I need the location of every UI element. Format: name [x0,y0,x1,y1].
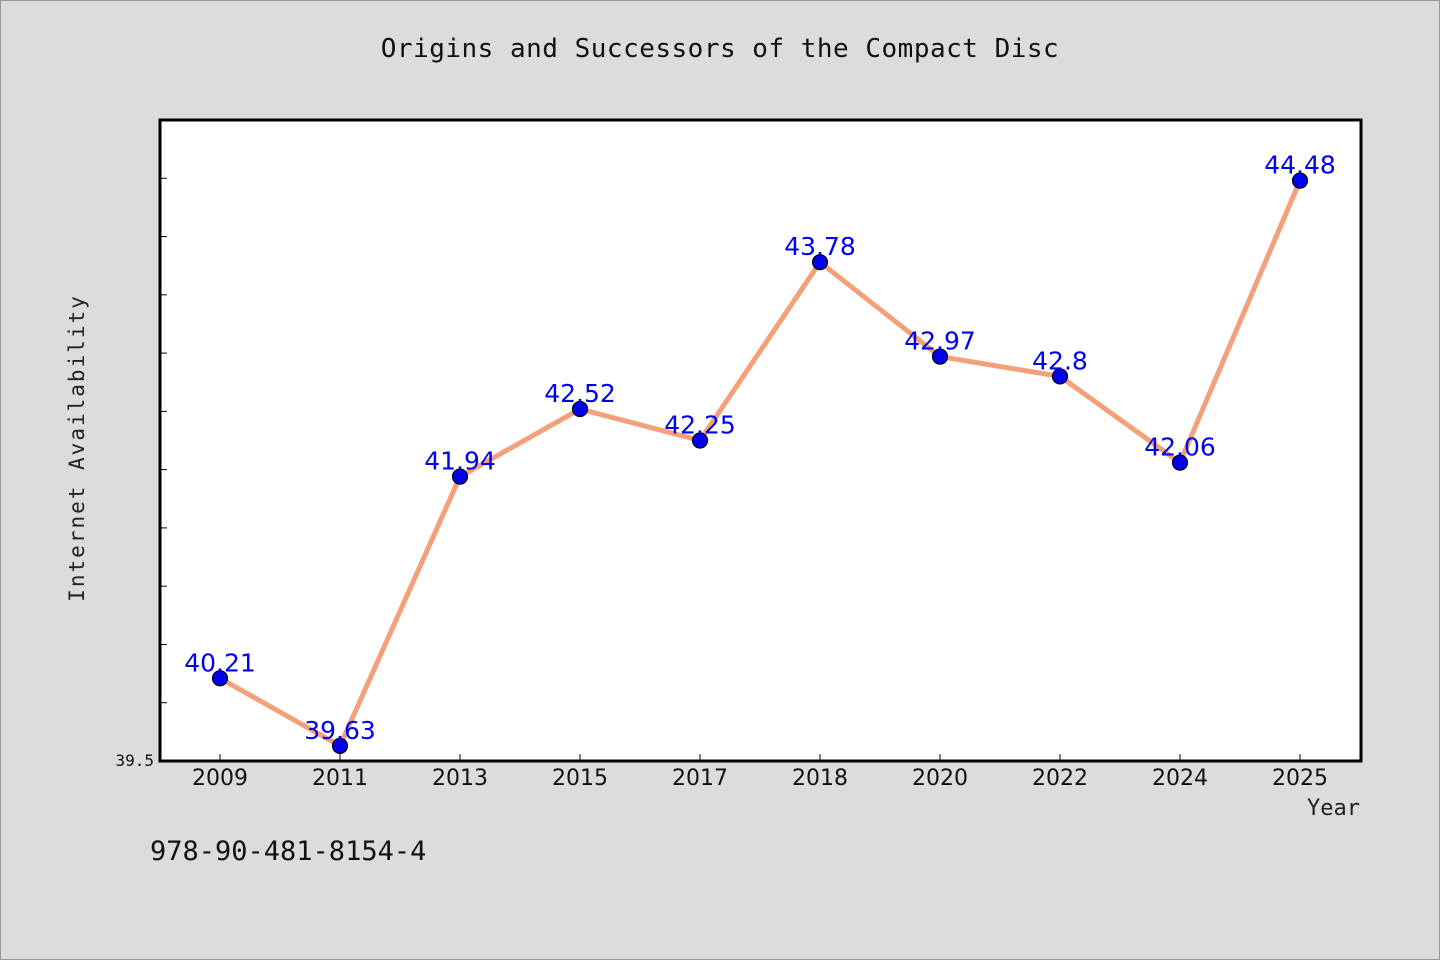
data-label: 42.8 [1032,346,1088,375]
data-label: 42.52 [544,379,616,408]
data-point [331,737,349,754]
x-axis-label: Year [1307,796,1360,821]
data-point [451,468,469,485]
x-tick-label: 2024 [1152,766,1208,791]
x-tick-label: 2015 [552,766,608,791]
y-tick-label: 39.5 [115,751,154,770]
data-label: 42.06 [1144,433,1216,462]
data-label: 44.48 [1264,151,1336,180]
series-lines [217,178,1303,749]
data-point [811,254,829,271]
data-point [931,348,949,365]
x-axis-ticks [219,754,1301,761]
y-axis-tick-labels: 39.5 [115,751,154,770]
x-tick-label: 2013 [432,766,488,791]
x-tick-label: 2025 [1272,766,1328,791]
data-label: 40.21 [184,648,256,677]
data-label: 39.63 [304,716,376,745]
y-axis-ticks [160,119,167,762]
x-axis-tick-labels: 2009 2011 2013 2015 2017 2018 2020 2022 2024 2025 [192,766,1328,791]
data-point [571,400,589,418]
data-labels: 40.21 39.63 41.94 42.52 42.25 43.78 42.97 42.8 4… [184,151,1336,745]
data-label: 42.97 [904,327,976,356]
isbn-footer: 978-90-481-8154-4 [150,836,427,867]
series-line [217,178,1303,749]
data-point [1171,454,1189,471]
data-point [211,670,229,687]
x-tick-label: 2020 [912,766,968,791]
series-markers [211,172,1309,754]
plot-area [158,118,1363,763]
data-point [691,432,709,449]
x-tick-label: 2011 [312,766,368,791]
data-label: 42.25 [664,411,736,440]
x-tick-label: 2018 [792,766,848,791]
data-label: 43.78 [784,232,856,261]
data-point [1051,368,1069,385]
x-tick-label: 2009 [192,766,248,791]
x-tick-label: 2022 [1032,766,1088,791]
chart-title: Origins and Successors of the Compact Di… [380,34,1060,64]
data-point [1291,172,1309,189]
x-tick-label: 2017 [672,766,728,791]
data-label: 41.94 [424,447,496,476]
